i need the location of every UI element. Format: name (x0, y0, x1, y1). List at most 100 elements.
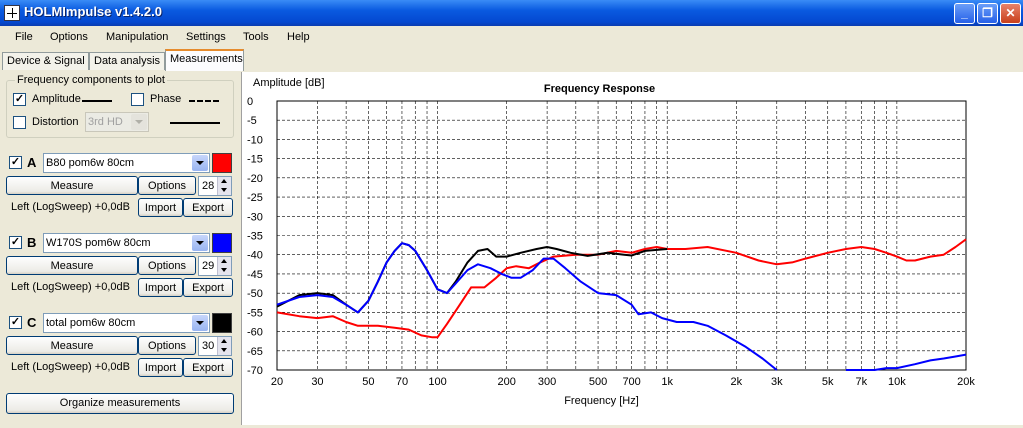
measurement-color-swatch[interactable] (212, 233, 232, 253)
y-tick-label: -55 (247, 307, 263, 319)
x-tick-label: 20k (957, 376, 975, 388)
import-button[interactable]: Import (138, 358, 183, 377)
measurement-info: Left (LogSweep) +0,0dB (11, 281, 130, 293)
x-tick-label: 700 (622, 376, 640, 388)
menu-settings[interactable]: Settings (186, 31, 226, 43)
measurement-color-swatch[interactable] (212, 313, 232, 333)
spinner-up-icon[interactable] (217, 177, 231, 186)
y-tick-label: -30 (247, 211, 263, 223)
measurement-letter: C (27, 315, 37, 330)
measurement-name-select[interactable]: total pom6w 80cm (43, 313, 210, 333)
amplitude-checkbox[interactable]: ✓ (13, 93, 26, 106)
x-tick-label: 5k (822, 376, 834, 388)
organize-measurements-button[interactable]: Organize measurements (6, 393, 234, 414)
export-button[interactable]: Export (183, 358, 233, 377)
x-tick-label: 1k (661, 376, 673, 388)
menu-file[interactable]: File (15, 31, 33, 43)
options-button[interactable]: Options (138, 176, 196, 195)
measurement-info: Left (LogSweep) +0,0dB (11, 201, 130, 213)
menu-manipulation[interactable]: Manipulation (106, 31, 169, 43)
measurement-checkbox[interactable]: ✓ (9, 316, 22, 329)
y-tick-label: -40 (247, 250, 263, 262)
distortion-label: Distortion (32, 116, 79, 128)
minimize-button[interactable]: _ (954, 3, 975, 24)
import-button[interactable]: Import (138, 278, 183, 297)
x-tick-label: 2k (731, 376, 743, 388)
measure-button[interactable]: Measure (6, 336, 138, 355)
measurement-name-select[interactable]: B80 pom6w 80cm (43, 153, 210, 173)
measurement-spinner[interactable]: 30 (198, 336, 232, 356)
amplitude-label: Amplitude (32, 93, 81, 105)
phase-checkbox[interactable] (131, 93, 144, 106)
y-axis-label: Amplitude [dB] (253, 77, 325, 89)
y-tick-label: -35 (247, 231, 263, 243)
measurement-checkbox[interactable]: ✓ (9, 156, 22, 169)
chart-area: 0 -5 -10 -15 -20 -25 -30 -35 -40 -45 -50 -55 -60 -65 -… (241, 72, 1023, 425)
menu-tools[interactable]: Tools (243, 31, 269, 43)
measurement-letter: A (27, 155, 37, 170)
frequency-response-chart: 0 -5 -10 -15 -20 -25 -30 -35 -40 -45 -50 -55 -60 -65 -… (247, 77, 975, 407)
close-button[interactable]: ✕ (1000, 3, 1021, 24)
export-button[interactable]: Export (183, 198, 233, 217)
measurement-spinner[interactable]: 29 (198, 256, 232, 276)
menu-help[interactable]: Help (287, 31, 310, 43)
import-button[interactable]: Import (138, 198, 183, 217)
spinner-value: 29 (202, 260, 215, 272)
distortion-select-value: 3rd HD (88, 116, 123, 128)
x-tick-label: 100 (428, 376, 446, 388)
options-button[interactable]: Options (138, 256, 196, 275)
measurement-name-select[interactable]: W170S pom6w 80cm (43, 233, 210, 253)
measurement-info: Left (LogSweep) +0,0dB (11, 361, 130, 373)
tab-measurements[interactable]: Measurements (165, 49, 244, 71)
spinner-up-icon[interactable] (217, 257, 231, 266)
restore-button[interactable]: ❐ (977, 3, 998, 24)
x-tick-label: 10k (888, 376, 906, 388)
x-tick-label: 50 (362, 376, 374, 388)
chart-title: Frequency Response (544, 83, 655, 95)
y-tick-label: -50 (247, 288, 263, 300)
x-axis-label: Frequency [Hz] (564, 395, 639, 407)
x-tick-label: 500 (589, 376, 607, 388)
y-tick-label: -5 (247, 115, 257, 127)
plot-frame (276, 100, 967, 371)
series-line-C (276, 242, 668, 314)
chevron-down-icon (192, 235, 208, 251)
menu-options[interactable]: Options (50, 31, 88, 43)
title-bar: HOLMImpulse v1.4.2.0 _ ❐ ✕ (0, 0, 1023, 26)
distortion-checkbox[interactable] (13, 116, 26, 129)
tab-data-analysis[interactable]: Data analysis (89, 52, 165, 70)
measure-button[interactable]: Measure (6, 176, 138, 195)
spinner-down-icon[interactable] (217, 266, 231, 275)
y-tick-label: -45 (247, 269, 263, 281)
y-tick-label: -20 (247, 173, 263, 185)
distortion-select[interactable]: 3rd HD (85, 112, 149, 132)
app-icon (4, 5, 20, 21)
spinner-down-icon[interactable] (217, 186, 231, 195)
tab-device-signal[interactable]: Device & Signal (2, 52, 89, 70)
measurement-color-swatch[interactable] (212, 153, 232, 173)
window-title: HOLMImpulse v1.4.2.0 (24, 4, 162, 19)
options-button[interactable]: Options (138, 336, 196, 355)
x-tick-label: 20 (271, 376, 283, 388)
spinner-value: 28 (202, 180, 215, 192)
y-tick-label: -25 (247, 192, 263, 204)
series-line-B (276, 242, 778, 371)
measurement-name: W170S pom6w 80cm (46, 237, 151, 249)
distortion-line-sample (170, 122, 220, 124)
y-tick-label: -10 (247, 134, 263, 146)
x-tick-label: 70 (396, 376, 408, 388)
measurement-spinner[interactable]: 28 (198, 176, 232, 196)
chevron-down-icon (192, 155, 208, 171)
measurement-letter: B (27, 235, 37, 250)
spinner-down-icon[interactable] (217, 346, 231, 355)
export-button[interactable]: Export (183, 278, 233, 297)
menu-bar: File Options Manipulation Settings Tools… (0, 26, 1023, 48)
spinner-up-icon[interactable] (217, 337, 231, 346)
measurement-name: total pom6w 80cm (46, 317, 136, 329)
y-tick-label: -60 (247, 327, 263, 339)
measurement-name: B80 pom6w 80cm (46, 157, 135, 169)
x-tick-label: 300 (538, 376, 556, 388)
x-tick-label: 200 (497, 376, 515, 388)
measure-button[interactable]: Measure (6, 256, 138, 275)
measurement-checkbox[interactable]: ✓ (9, 236, 22, 249)
